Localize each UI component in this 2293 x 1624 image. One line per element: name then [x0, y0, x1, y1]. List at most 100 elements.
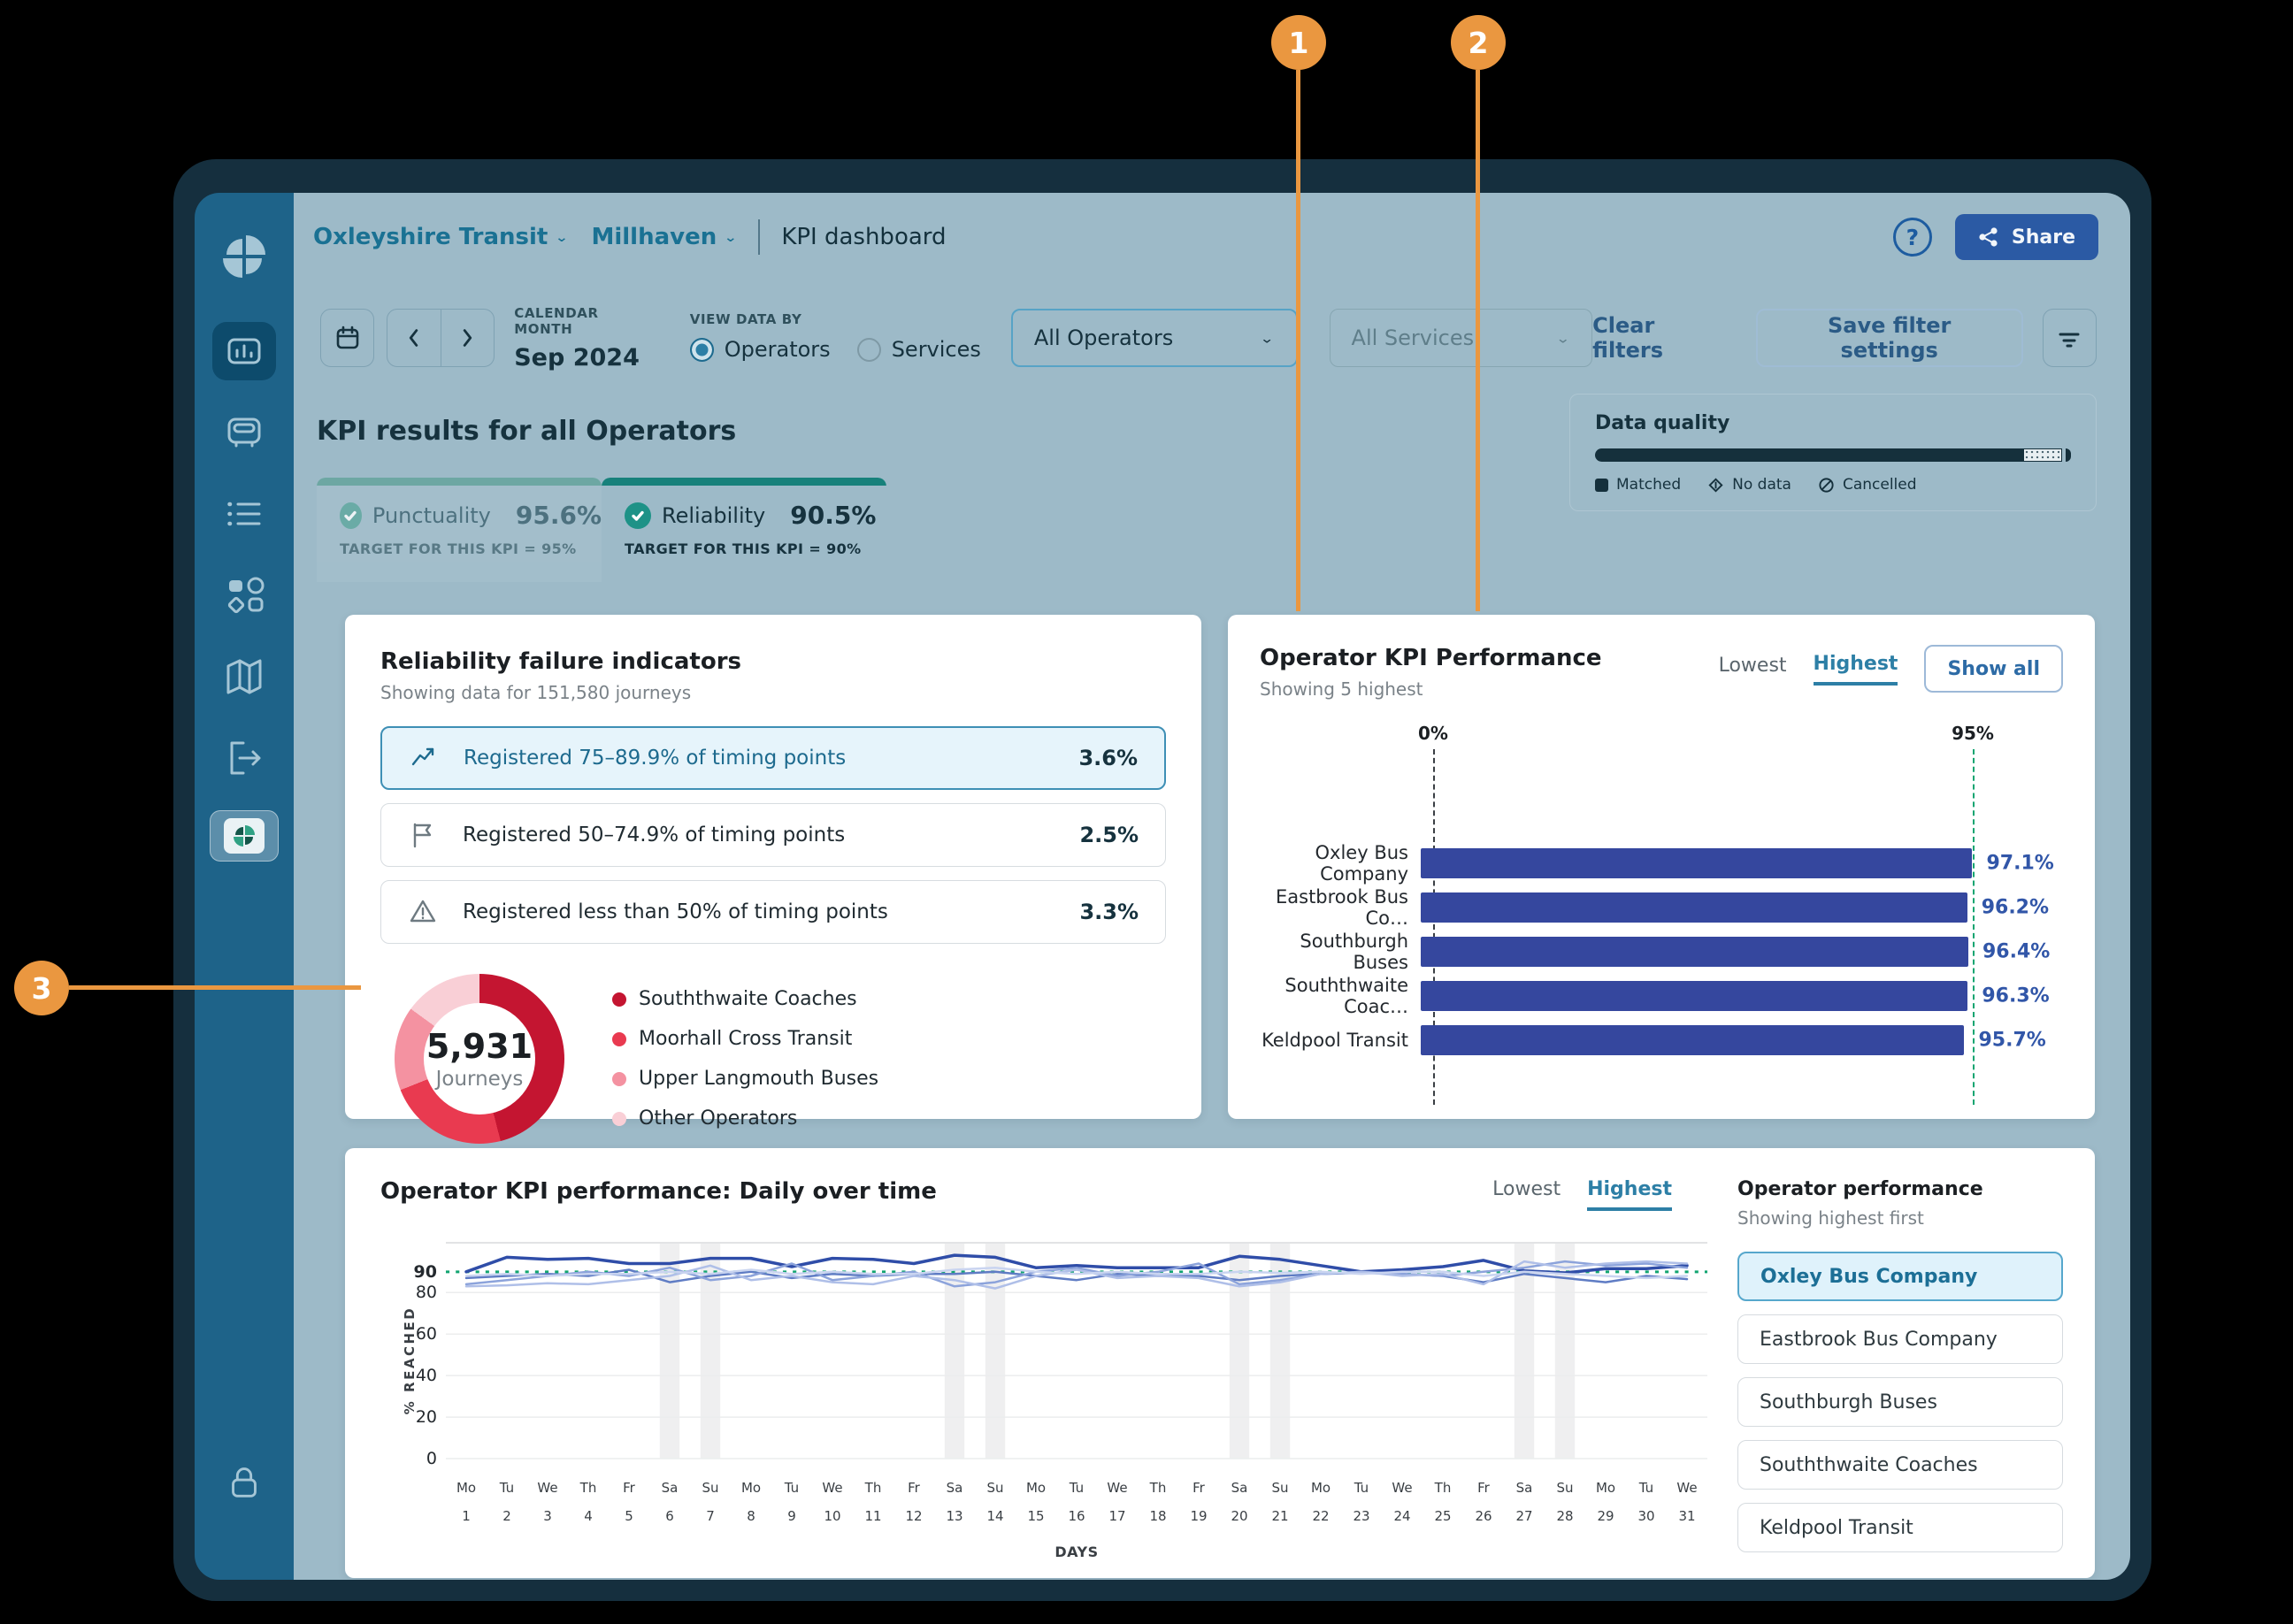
lock-icon [224, 1461, 265, 1502]
reliability-failure-card: Reliability failure indicators Showing d… [345, 615, 1201, 1119]
bar[interactable] [1421, 892, 1967, 923]
bar[interactable] [1421, 1025, 1964, 1055]
share-button[interactable]: Share [1955, 214, 2098, 260]
sidebar-item-services-list[interactable] [212, 485, 276, 543]
filter-options-button[interactable] [2043, 309, 2097, 367]
x-tick-label: Fr5 [609, 1480, 649, 1524]
list-subtitle: Showing highest first [1737, 1207, 2063, 1229]
x-tick-label: Th18 [1138, 1480, 1178, 1524]
operator-list-item[interactable]: Southburgh Buses [1737, 1377, 2063, 1427]
x-tick-label: Sa13 [934, 1480, 975, 1524]
view-data-by-label: VIEW DATA BY [690, 311, 981, 327]
save-filter-settings-button[interactable]: Save filter settings [1756, 309, 2023, 367]
bar-track: 96.2% [1421, 892, 2063, 923]
x-tick-label: Mo15 [1016, 1480, 1056, 1524]
callout-badge-1: 1 [1271, 15, 1326, 70]
radio-operators[interactable]: Operators [690, 337, 831, 362]
axis-target-label: 95% [1952, 723, 1994, 744]
indicator-row-below-50[interactable]: Registered less than 50% of timing point… [380, 880, 1166, 944]
daily-performance-card: Operator KPI performance: Daily over tim… [345, 1148, 2095, 1578]
bar-track: 96.4% [1421, 937, 2063, 967]
radio-unselected-icon [857, 338, 881, 362]
calendar-icon [334, 324, 362, 352]
previous-month-button[interactable] [387, 310, 441, 366]
x-tick-label: Mo1 [446, 1480, 487, 1524]
legend-dot-icon [612, 1032, 626, 1046]
filter-sliders-icon [2054, 323, 2084, 353]
sidebar-app-switcher-button[interactable] [210, 810, 279, 862]
x-tick-label: Th4 [568, 1480, 609, 1524]
y-tick-label: 80 [416, 1283, 437, 1302]
sidebar-item-map[interactable] [212, 647, 276, 706]
highest-toggle[interactable]: Highest [1587, 1178, 1672, 1211]
breadcrumb-area[interactable]: Millhaven⌄ [591, 224, 737, 250]
x-tick-label: Mo22 [1300, 1480, 1341, 1524]
operator-list-item[interactable]: Souththwaite Coaches [1737, 1440, 2063, 1490]
bar-category-label: Souththwaite Coac… [1260, 975, 1421, 1017]
indicator-row-50-74[interactable]: Registered 50–74.9% of timing points 2.5… [380, 803, 1166, 867]
x-tick-label: Tu9 [771, 1480, 812, 1524]
bar-row: Eastbrook Bus Co…96.2% [1260, 892, 2063, 923]
sidebar-lock-button[interactable] [224, 1461, 265, 1505]
y-tick-label: 90 [414, 1262, 437, 1282]
clear-filters-link[interactable]: Clear filters [1592, 313, 1722, 363]
services-dropdown[interactable]: All Services ⌄ [1330, 309, 1593, 367]
breadcrumb-organisation[interactable]: Oxleyshire Transit⌄ [313, 224, 568, 250]
legend-dot-icon [612, 992, 626, 1007]
x-tick-label: Th25 [1423, 1480, 1463, 1524]
legend-label: Souththwaite Coaches [639, 988, 857, 1010]
main-content: Oxleyshire Transit⌄ Millhaven⌄ KPI dashb… [294, 193, 2130, 1580]
chevron-down-icon: ⌄ [1555, 330, 1570, 346]
y-tick-label: 20 [416, 1407, 437, 1427]
legend-dot-icon [612, 1072, 626, 1086]
bar-category-label: Oxley Bus Company [1260, 842, 1421, 885]
calendar-button[interactable] [320, 309, 374, 367]
y-tick-label: 0 [426, 1449, 437, 1468]
bar-chart-axis: 0%95% [1260, 723, 2063, 749]
data-quality-cancelled-segment [2066, 448, 2071, 462]
help-button[interactable]: ? [1893, 218, 1932, 257]
x-tick-label: Su14 [975, 1480, 1016, 1524]
show-all-button[interactable]: Show all [1924, 645, 2063, 693]
sidebar-item-categories[interactable] [212, 566, 276, 624]
tab-reliability[interactable]: Reliability 90.5% TARGET FOR THIS KPI = … [602, 478, 886, 582]
legend-label: Upper Langmouth Buses [639, 1068, 878, 1090]
sidebar-item-vehicles[interactable] [212, 403, 276, 462]
bar-row: Oxley Bus Company97.1% [1260, 848, 2063, 878]
operators-dropdown[interactable]: All Operators ⌄ [1011, 309, 1298, 367]
bar-value-label: 96.4% [1982, 941, 2050, 963]
lowest-toggle[interactable]: Lowest [1492, 1178, 1561, 1211]
radio-services[interactable]: Services [857, 337, 981, 362]
bar[interactable] [1421, 981, 1967, 1011]
operator-list-item[interactable]: Oxley Bus Company [1737, 1252, 2063, 1301]
tab-punctuality[interactable]: Punctuality 95.6% TARGET FOR THIS KPI = … [317, 478, 602, 582]
operator-list-item[interactable]: Eastbrook Bus Company [1737, 1314, 2063, 1364]
bar[interactable] [1421, 937, 1968, 967]
x-tick-label: Su7 [690, 1480, 731, 1524]
chevron-down-icon: ⌄ [555, 230, 568, 245]
x-tick-label: Sa20 [1219, 1480, 1260, 1524]
legend-no-data: No data [1707, 476, 1791, 494]
callout-line-1 [1296, 70, 1300, 611]
lowest-toggle[interactable]: Lowest [1719, 655, 1787, 684]
shapes-icon [223, 574, 265, 617]
weekend-band [945, 1243, 964, 1459]
share-icon [1978, 226, 1999, 248]
bar[interactable] [1421, 848, 1972, 878]
bar-category-label: Keldpool Transit [1260, 1030, 1421, 1051]
sidebar-item-dashboard[interactable] [212, 322, 276, 380]
operator-list-item[interactable]: Keldpool Transit [1737, 1503, 2063, 1552]
data-quality-panel: Data quality Matched No data [1569, 394, 2097, 511]
highest-toggle[interactable]: Highest [1814, 653, 1898, 686]
bar-category-label: Southburgh Buses [1260, 931, 1421, 973]
x-tick-label: Tu30 [1626, 1480, 1667, 1524]
sidebar-item-logout[interactable] [212, 729, 276, 787]
check-circle-icon [340, 502, 362, 529]
next-month-button[interactable] [441, 310, 495, 366]
indicator-row-75-89[interactable]: Registered 75–89.9% of timing points 3.6… [380, 726, 1166, 790]
data-quality-title: Data quality [1595, 412, 2071, 434]
data-quality-bar [1595, 448, 2071, 462]
bar-value-label: 96.3% [1982, 985, 2049, 1007]
legend-dot-icon [612, 1112, 626, 1126]
x-axis-title: DAYS [446, 1544, 1707, 1560]
